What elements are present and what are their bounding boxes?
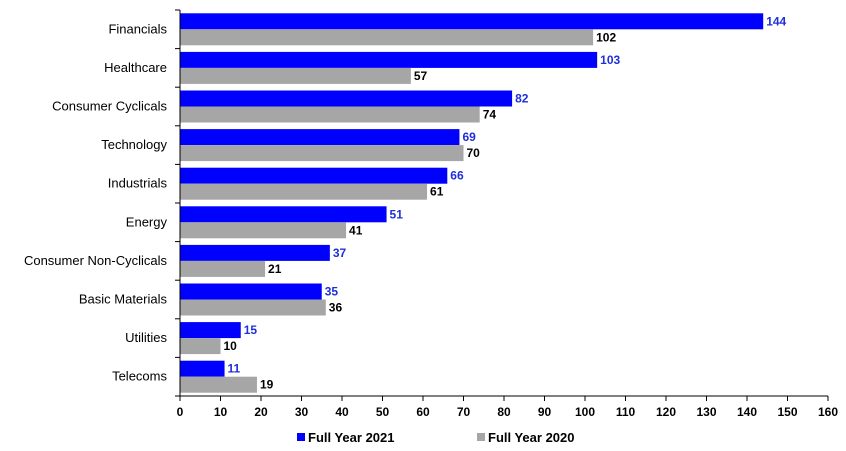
x-tick-label-30: 30	[295, 405, 309, 419]
value-label-telecoms-full-year-2020: 19	[260, 378, 274, 392]
bar-consumer-cyclicals-full-year-2020	[180, 106, 480, 123]
category-label-consumer-non-cyclicals: Consumer Non-Cyclicals	[24, 253, 168, 268]
category-label-consumer-cyclicals: Consumer Cyclicals	[52, 99, 167, 114]
legend-swatch-full-year-2020	[477, 433, 485, 441]
value-label-consumer-non-cyclicals-full-year-2020: 21	[268, 262, 282, 276]
bar-telecoms-full-year-2020	[180, 376, 257, 393]
x-tick-label-120: 120	[656, 405, 676, 419]
bar-basic-materials-full-year-2021	[180, 283, 322, 300]
value-label-healthcare-full-year-2021: 103	[600, 53, 620, 67]
x-tick-label-0: 0	[177, 405, 184, 419]
bar-financials-full-year-2021	[180, 13, 764, 30]
x-tick-label-80: 80	[497, 405, 511, 419]
bar-basic-materials-full-year-2020	[180, 299, 326, 316]
legend-label-full-year-2020: Full Year 2020	[488, 430, 575, 445]
value-label-basic-materials-full-year-2021: 35	[325, 285, 339, 299]
value-label-healthcare-full-year-2020: 57	[414, 69, 428, 83]
x-tick-label-150: 150	[777, 405, 797, 419]
bar-consumer-non-cyclicals-full-year-2021	[180, 244, 330, 261]
value-label-consumer-cyclicals-full-year-2020: 74	[483, 108, 497, 122]
value-label-industrials-full-year-2021: 66	[450, 169, 464, 183]
value-label-industrials-full-year-2020: 61	[430, 185, 444, 199]
bar-technology-full-year-2020	[180, 145, 464, 162]
x-tick-label-70: 70	[457, 405, 471, 419]
bar-technology-full-year-2021	[180, 129, 460, 146]
x-axis-ticks: 0 10 20 30 40 50 60 70 80 90 100 110 120 130 140 150 160	[175, 9, 838, 419]
x-tick-label-140: 140	[737, 405, 757, 419]
value-label-technology-full-year-2021: 69	[462, 130, 476, 144]
value-label-energy-full-year-2020: 41	[349, 223, 363, 237]
x-tick-label-100: 100	[575, 405, 595, 419]
value-label-technology-full-year-2020: 70	[467, 146, 481, 160]
value-label-basic-materials-full-year-2020: 36	[329, 301, 343, 315]
category-label-basic-materials: Basic Materials	[79, 292, 168, 307]
bar-energy-full-year-2020	[180, 222, 347, 239]
bar-financials-full-year-2020	[180, 29, 594, 46]
x-tick-label-130: 130	[696, 405, 716, 419]
x-tick-label-40: 40	[335, 405, 349, 419]
bar-industrials-full-year-2020	[180, 183, 428, 200]
bar-industrials-full-year-2021	[180, 167, 448, 184]
x-tick-label-20: 20	[254, 405, 268, 419]
x-tick-label-60: 60	[416, 405, 430, 419]
bar-healthcare-full-year-2021	[180, 51, 598, 68]
bar-consumer-non-cyclicals-full-year-2020	[180, 260, 266, 277]
x-tick-label-90: 90	[538, 405, 552, 419]
category-label-financials: Financials	[108, 21, 167, 36]
value-label-consumer-non-cyclicals-full-year-2021: 37	[333, 246, 347, 260]
category-labels: Financials Healthcare Consumer Cyclicals Te…	[24, 21, 168, 383]
bar-telecoms-full-year-2021	[180, 360, 225, 377]
legend: Full Year 2021 Full Year 2020	[297, 430, 575, 445]
value-label-financials-full-year-2020: 102	[596, 30, 616, 44]
value-label-utilities-full-year-2021: 15	[244, 323, 258, 337]
x-tick-label-110: 110	[616, 405, 636, 419]
x-tick-label-160: 160	[818, 405, 838, 419]
value-label-utilities-full-year-2020: 10	[224, 339, 238, 353]
category-label-healthcare: Healthcare	[104, 60, 167, 75]
bars-group	[180, 13, 764, 393]
value-label-telecoms-full-year-2021: 11	[228, 362, 241, 376]
bar-utilities-full-year-2021	[180, 322, 241, 339]
bar-utilities-full-year-2020	[180, 338, 221, 355]
category-label-utilities: Utilities	[125, 330, 167, 345]
category-label-industrials: Industrials	[108, 176, 168, 191]
legend-label-full-year-2021: Full Year 2021	[308, 430, 395, 445]
x-tick-label-50: 50	[376, 405, 390, 419]
bar-healthcare-full-year-2020	[180, 67, 411, 84]
category-label-energy: Energy	[126, 214, 168, 229]
value-label-consumer-cyclicals-full-year-2021: 82	[515, 92, 529, 106]
category-label-telecoms: Telecoms	[112, 369, 167, 384]
bar-consumer-cyclicals-full-year-2021	[180, 90, 513, 107]
value-label-energy-full-year-2021: 51	[390, 207, 404, 221]
x-tick-label-10: 10	[214, 405, 228, 419]
bar-energy-full-year-2021	[180, 206, 387, 223]
legend-swatch-full-year-2021	[297, 433, 305, 441]
category-label-technology: Technology	[101, 137, 167, 152]
value-label-financials-full-year-2021: 144	[766, 14, 786, 28]
